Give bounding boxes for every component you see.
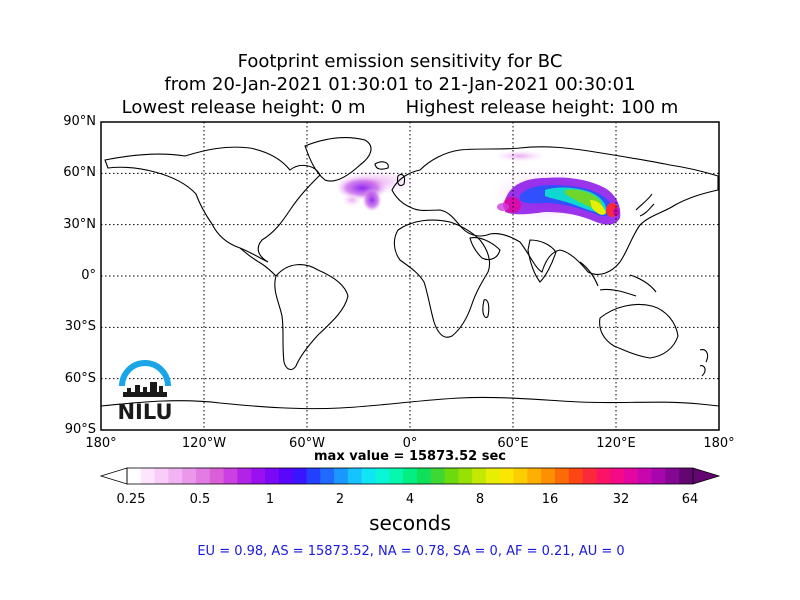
colorbar-cell [596,468,611,484]
colorbar-max-extension [692,467,721,485]
colorbar-cell [665,468,680,484]
colorbar-tick-label: 32 [612,492,630,507]
title-line-2: from 20-Jan-2021 01:30:01 to 21-Jan-2021… [164,74,636,95]
colorbar-cell [458,468,473,484]
colorbar-cell [403,468,418,484]
colorbar-cell [499,468,515,484]
lon-label-0: 0° [402,436,418,451]
colorbar-cell [265,468,280,484]
plume-asia [491,150,621,225]
colorbar-cell [182,468,197,484]
colorbar-cell [582,468,597,484]
colorbar-frame [126,467,694,485]
colorbar-cell [347,468,363,484]
lat-label-60s: 60°S [64,371,96,386]
lon-label-120w: 120°W [181,436,227,451]
colorbar-cell [306,468,321,484]
colorbar-cell [168,468,183,484]
colorbar-cell [651,468,666,484]
colorbar-cell [541,468,556,484]
colorbar-cell [623,468,639,484]
colorbar-cell [444,468,459,484]
colorbar-cell [568,468,584,484]
region-summary: EU = 0.98, AS = 15873.52, NA = 0.78, SA … [197,544,625,559]
colorbar-tick-label: 16 [541,492,559,507]
colorbar-units-label: seconds [369,511,451,535]
colorbar-cell [196,468,211,484]
lat-label-0: 0° [81,268,96,283]
nilu-logo-icon [119,360,171,397]
colorbar-cell [679,468,694,484]
colorbar-tick-label: 0.25 [116,492,146,507]
colorbar-cell [223,468,238,484]
nilu-logo-text: NILU [117,400,173,424]
colorbar-tick-label: 1 [265,492,275,507]
lon-label-180w: 180° [85,436,117,451]
colorbar-tick-label: 0.5 [189,492,211,507]
colorbar-cell [320,468,335,484]
graticule [101,122,719,430]
colorbar-tick-label: 64 [681,492,699,507]
lon-label-180e: 180° [703,436,735,451]
colorbar-cell [485,468,501,484]
lat-label-90n: 90°N [63,114,96,129]
colorbar-cell [361,468,376,484]
colorbar-min-extension [99,467,128,485]
title-line-3: Lowest release height: 0 m Highest relea… [121,97,679,118]
lat-label-30n: 30°N [63,217,96,232]
colorbar-cell [527,468,542,484]
colorbar-cell [140,468,156,484]
colorbar-tick-label: 8 [475,492,485,507]
colorbar-cell [292,468,307,484]
max-value-label: max value = 15873.52 sec [314,449,506,464]
colorbar-tick-label: 2 [335,492,345,507]
colorbar-cell [127,468,142,484]
lat-label-30s: 30°S [64,319,96,334]
plume-atlantic [331,169,419,212]
colorbar-cell [637,468,653,484]
colorbar-tick-label: 4 [405,492,415,507]
lon-label-60w: 60°W [289,436,325,451]
colorbar-cell [430,468,446,484]
lon-label-120e: 120°E [596,436,636,451]
colorbar-cell [237,468,252,484]
colorbar-cell [334,468,349,484]
colorbar-cell [278,468,294,484]
colorbar-cell [610,468,625,484]
lat-label-60n: 60°N [63,165,96,180]
colorbar-cell [389,468,404,484]
lat-label-90s: 90°S [64,422,96,437]
colorbar-cell [554,468,570,484]
colorbar-cell [251,468,266,484]
colorbar-cell [472,468,487,484]
colorbar-cell [209,468,225,484]
colorbar-cell [513,468,528,484]
colorbar-cell [416,468,432,484]
nilu-logo: NILU [117,358,173,424]
colorbar-cell [375,468,390,484]
coastlines [101,137,719,410]
lon-label-60e: 60°E [497,436,529,451]
title-line-1: Footprint emission sensitivity for BC [237,51,563,72]
colorbar-cell [154,468,169,484]
